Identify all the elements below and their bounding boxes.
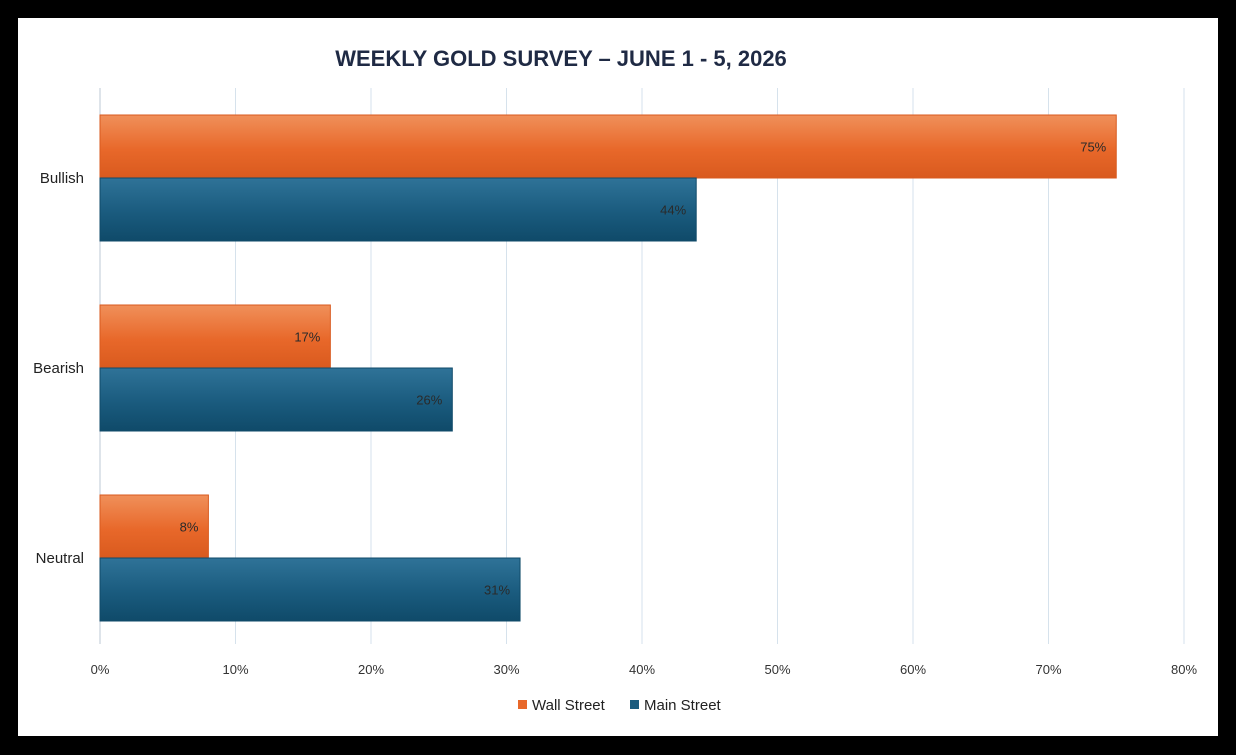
x-tick-label: 60% (900, 662, 926, 677)
x-tick-label: 30% (493, 662, 519, 677)
x-tick-label: 20% (358, 662, 384, 677)
legend-label: Main Street (644, 697, 722, 714)
data-label: 17% (294, 330, 320, 345)
x-tick-label: 0% (91, 662, 110, 677)
x-tick-label: 70% (1035, 662, 1061, 677)
legend-swatch (630, 700, 639, 709)
data-label: 31% (484, 583, 510, 598)
chart: WEEKLY GOLD SURVEY – JUNE 1 - 5, 2026 75… (33, 46, 1198, 714)
watermark-text: zargargold.ir (1095, 719, 1204, 734)
legend: Wall Street Main Street (518, 697, 722, 714)
chart-frame: WEEKLY GOLD SURVEY – JUNE 1 - 5, 2026 75… (18, 18, 1218, 736)
bar-wall-street-bullish (99, 114, 1117, 179)
legend-label: Wall Street (532, 697, 606, 714)
bar-wall-street-bearish (99, 304, 331, 369)
category-label-neutral: Neutral (36, 550, 84, 567)
x-tick-label: 80% (1171, 662, 1197, 677)
bar-main-street-bearish (99, 367, 453, 432)
y-axis-categories: Bullish Bearish Neutral (33, 170, 84, 567)
bars (99, 114, 1117, 622)
category-label-bullish: Bullish (40, 170, 84, 187)
data-labels: 75% 44% 17% 26% 8% 31% (180, 140, 1107, 598)
data-label: 75% (1080, 140, 1106, 155)
legend-swatch (518, 700, 527, 709)
bar-main-street-bullish (99, 177, 697, 242)
x-tick-label: 40% (629, 662, 655, 677)
bar-main-street-neutral (99, 557, 521, 622)
data-label: 26% (416, 393, 442, 408)
data-label: 44% (660, 203, 686, 218)
chart-title: WEEKLY GOLD SURVEY – JUNE 1 - 5, 2026 (335, 46, 787, 71)
x-tick-label: 50% (764, 662, 790, 677)
category-label-bearish: Bearish (33, 360, 84, 377)
x-axis: 0% 10% 20% 30% 40% 50% 60% 70% 80% (91, 662, 1198, 677)
x-tick-label: 10% (222, 662, 248, 677)
data-label: 8% (180, 520, 199, 535)
